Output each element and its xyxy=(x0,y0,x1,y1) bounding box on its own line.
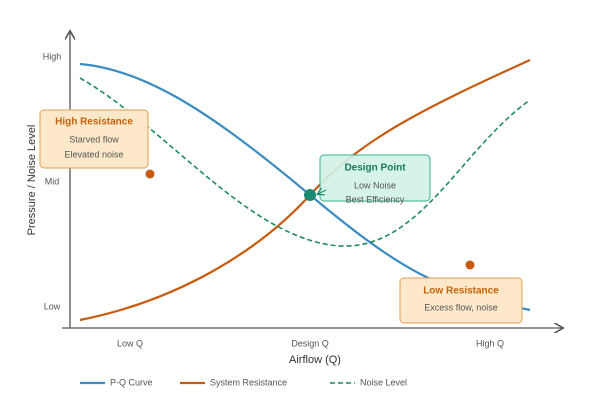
legend-label: P-Q Curve xyxy=(110,377,153,387)
marker xyxy=(465,260,475,270)
callout-text: Elevated noise xyxy=(64,149,123,159)
callout-title: Low Resistance xyxy=(423,286,499,297)
legend-label: System Resistance xyxy=(210,377,287,387)
callout-box xyxy=(39,109,149,169)
legend-label: Noise Level xyxy=(360,377,407,387)
y-tick: Low xyxy=(44,301,61,311)
marker xyxy=(145,169,155,179)
y-label: Pressure / Noise Level xyxy=(26,125,38,236)
callout-text: Low Noise xyxy=(354,180,396,190)
x-tick: Low Q xyxy=(117,338,143,348)
pq-curve xyxy=(79,62,531,312)
callout-text: Best Efficiency xyxy=(346,194,405,204)
x-tick: Design Q xyxy=(291,338,329,348)
noise-curve xyxy=(79,77,531,247)
callout-box xyxy=(399,277,523,324)
design-point xyxy=(304,189,316,201)
x-label: Airflow (Q) xyxy=(289,354,341,366)
callout-title: High Resistance xyxy=(55,117,133,128)
x-tick: High Q xyxy=(476,338,504,348)
callout-text: Excess flow, noise xyxy=(424,302,498,312)
callout-title: Design Point xyxy=(344,163,406,174)
arrow xyxy=(318,190,327,194)
y-tick: Mid xyxy=(45,176,60,186)
callout-box xyxy=(319,154,431,202)
y-tick: High xyxy=(43,51,62,61)
callout-text: Starved flow xyxy=(69,134,119,144)
